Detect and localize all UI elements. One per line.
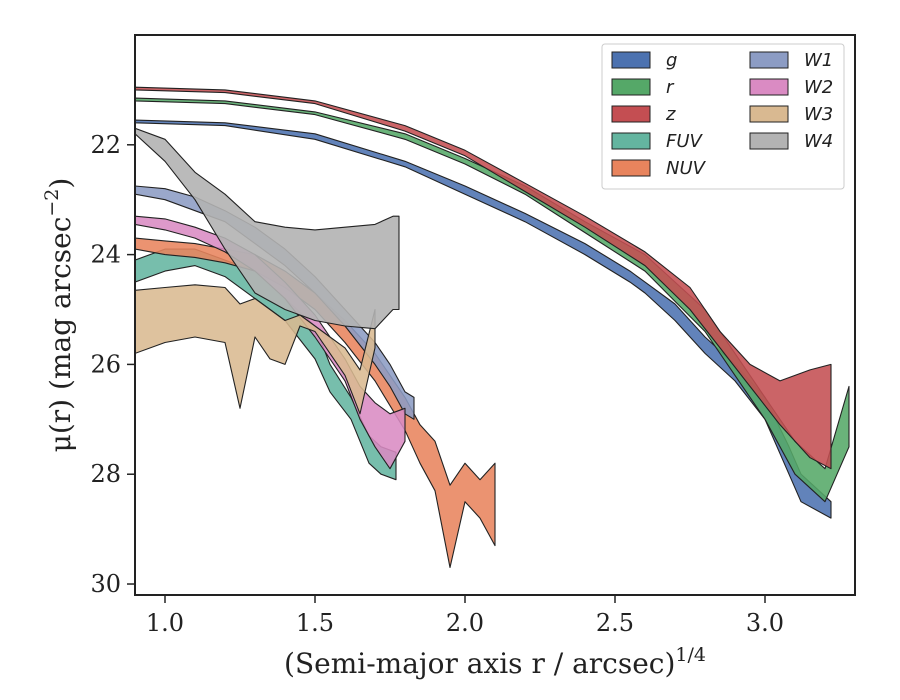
x-tick-label: 2.0 (446, 609, 484, 637)
series-layer (135, 86, 850, 569)
legend-swatch-g (611, 51, 651, 69)
legend-label-g: g (666, 50, 677, 71)
series-band-w3 (135, 284, 376, 415)
y-tick-label: 28 (90, 460, 121, 488)
legend-swatch-nuv (611, 159, 651, 177)
legend-swatch-r (611, 78, 651, 96)
x-tick-label: 1.5 (296, 609, 334, 637)
y-axis-label-close: ) (44, 178, 77, 189)
legend-label-r: r (666, 77, 675, 98)
legend-swatch-w2 (749, 78, 789, 96)
y-tick-label: 22 (90, 131, 121, 159)
legend-swatch-w4 (749, 132, 789, 150)
series-band-g (135, 119, 832, 519)
y-axis: 22 24 26 28 30 (90, 131, 135, 598)
legend-label-w3: W3 (804, 104, 833, 125)
x-axis: 1.0 1.5 2.0 2.5 3.0 (146, 595, 784, 637)
legend-label-nuv: NUV (666, 158, 707, 179)
legend-swatch-w1 (749, 51, 789, 69)
x-tick-label: 3.0 (746, 609, 784, 637)
y-axis-label: μ(r) (mag arcsec−2) (41, 178, 77, 453)
x-tick-label: 1.0 (146, 609, 184, 637)
y-axis-label-exponent: −2 (41, 189, 63, 217)
x-axis-label: (Semi-major axis r / arcsec)1/4 (284, 644, 706, 680)
y-tick-label: 24 (90, 241, 121, 269)
y-tick-label: 30 (90, 570, 121, 598)
legend-label-w2: W2 (804, 77, 833, 98)
x-axis-label-exponent: 1/4 (675, 644, 706, 666)
legend-swatch-w3 (749, 105, 789, 123)
legend-label-z: z (665, 104, 676, 125)
series-band-w4 (135, 127, 400, 330)
series-band-z (135, 86, 832, 470)
legend-swatch-fuv (611, 132, 651, 150)
legend-swatch-z (611, 105, 651, 123)
legend: grz FUV NUV W1 W2 W3 W4 (601, 43, 845, 190)
legend-label-fuv: FUV (666, 131, 704, 152)
x-tick-label: 2.5 (596, 609, 634, 637)
y-tick-label: 26 (90, 350, 121, 378)
legend-label-w1: W1 (804, 50, 833, 71)
legend-label-w4: W4 (804, 131, 833, 152)
plot-frame (134, 34, 856, 596)
